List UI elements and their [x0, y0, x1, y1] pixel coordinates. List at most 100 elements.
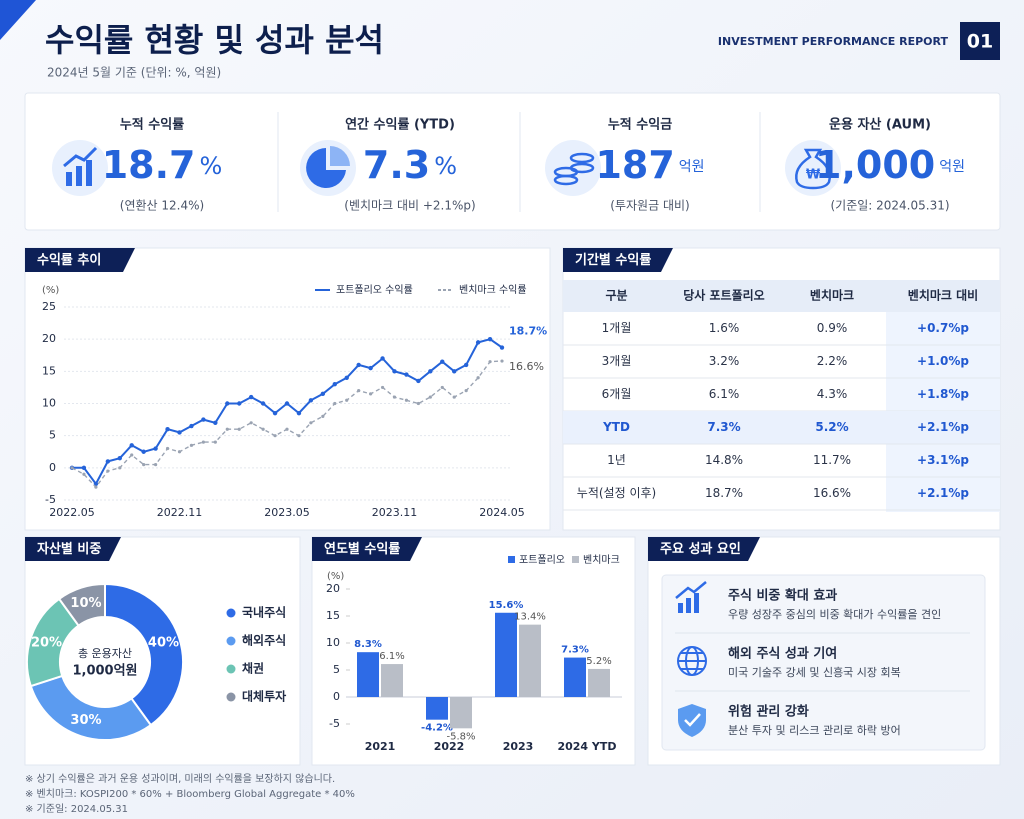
- line-point: [94, 485, 98, 489]
- legend-swatch: [226, 608, 236, 618]
- kpi-value-text: 187 억원: [595, 143, 704, 187]
- table-cell: 6개월: [602, 387, 632, 401]
- line-point: [261, 427, 265, 431]
- line-point: [404, 372, 409, 377]
- line-point: [297, 434, 301, 438]
- footnote: ※ 기준일: 2024.05.31: [25, 803, 128, 815]
- kpi-unit: 억원: [679, 159, 705, 175]
- legend-label: 벤치마크 수익률: [459, 284, 527, 296]
- legend-label: 국내주식: [242, 605, 286, 620]
- section-title: 주요 성과 요인: [660, 541, 741, 557]
- table-cell: 4.3%: [817, 387, 848, 401]
- bar-value-label: 8.3%: [354, 639, 382, 650]
- table-cell: 1년: [607, 453, 626, 467]
- line-point: [452, 369, 457, 374]
- icon-globe: [677, 646, 707, 676]
- bar: [357, 652, 379, 697]
- bar-value-label: 7.3%: [561, 645, 589, 656]
- kpi-value-text: 7.3%: [363, 143, 457, 187]
- line-point: [369, 392, 373, 396]
- y-tick-label: 15: [42, 364, 56, 377]
- table-header: 구분: [605, 289, 627, 303]
- x-tick-label: 2024 YTD: [557, 740, 616, 753]
- center-value: 1,000억원: [72, 664, 137, 679]
- kpi-label: 누적 수익금: [608, 117, 672, 133]
- section-tab: [312, 537, 422, 561]
- bar-value-label: 5.2%: [586, 656, 611, 667]
- line-point: [201, 417, 206, 422]
- line-point: [428, 395, 432, 399]
- table-cell: 3개월: [602, 354, 632, 368]
- bar: [519, 624, 541, 697]
- table-cell: 6.1%: [709, 387, 740, 401]
- line-point: [296, 410, 302, 416]
- factors-box: [661, 574, 986, 751]
- line-point: [440, 359, 445, 364]
- line-point: [130, 453, 134, 457]
- x-tick-label: 2023.05: [264, 506, 310, 519]
- report-label: INVESTMENT PERFORMANCE REPORT: [718, 35, 949, 48]
- factor-desc: 우량 성장주 중심의 비중 확대가 수익률을 견인: [728, 608, 941, 621]
- line-point: [105, 459, 111, 464]
- line-point: [332, 382, 337, 387]
- icon-chart-up: [675, 581, 707, 613]
- line-point: [201, 440, 205, 444]
- line-point: [416, 401, 420, 406]
- line-point: [225, 401, 230, 406]
- page-number: 01: [967, 31, 993, 53]
- line-point: [368, 365, 373, 371]
- legend-label: 벤치마크: [583, 554, 620, 566]
- table-cell: +1.8%p: [917, 387, 969, 401]
- slice-label: 40%: [148, 635, 179, 650]
- line-point: [404, 398, 409, 402]
- bar: [495, 612, 517, 697]
- line-point: [500, 359, 504, 363]
- x-tick-label: 2023: [503, 740, 534, 753]
- kpi-value: 1,000: [815, 143, 935, 187]
- icon-pie: [300, 140, 356, 196]
- y-unit: (%): [327, 571, 344, 582]
- line-point: [70, 466, 74, 470]
- line-point: [118, 466, 122, 470]
- icon-coins: [545, 140, 601, 196]
- footnote: ※ 벤치마크: KOSPI200 * 60% + Bloomberg Globa…: [25, 788, 355, 800]
- section-tab: [648, 537, 760, 561]
- line-point: [357, 389, 361, 393]
- kpi-note: (기준일: 2024.05.31): [830, 199, 949, 213]
- table-cell: +2.1%p: [917, 420, 969, 434]
- bar-value-label: 15.6%: [489, 600, 524, 611]
- y-tick-label: 5: [333, 663, 340, 676]
- line-point: [249, 421, 253, 425]
- section-tab: [25, 537, 121, 561]
- kpi-unit: %: [199, 152, 222, 180]
- section-tab: [25, 248, 135, 272]
- line-point: [153, 446, 158, 451]
- bar: [588, 668, 610, 697]
- factor-title: 위험 관리 강화: [728, 704, 809, 720]
- table-cell: 2.2%: [817, 354, 848, 368]
- legend-label: 포트폴리오 수익률: [336, 284, 413, 296]
- x-tick-label: 2022: [434, 740, 465, 753]
- svg-text:₩: ₩: [806, 168, 821, 183]
- line-point: [82, 472, 86, 476]
- y-unit: (%): [42, 285, 59, 296]
- line-point: [309, 421, 313, 425]
- kpi-value: 18.7: [102, 143, 196, 187]
- bar-value-label: -5.8%: [446, 731, 475, 742]
- x-tick-label: 2024.05: [479, 506, 525, 519]
- trend-panel: [24, 247, 551, 531]
- bar: [381, 664, 403, 697]
- kpi-value-text: 1,000 억원: [815, 143, 965, 187]
- legend-swatch: [572, 556, 579, 563]
- line-point: [416, 378, 421, 384]
- line-point: [81, 465, 87, 471]
- y-tick-label: -5: [45, 493, 56, 506]
- line-point: [392, 395, 397, 399]
- line-point: [248, 394, 254, 400]
- table-cell: +0.7%p: [917, 321, 969, 335]
- line-point: [225, 427, 229, 431]
- kpi-label: 누적 수익률: [120, 117, 184, 133]
- page-title: 수익률 현황 및 성과 분석: [45, 21, 384, 59]
- factor-desc: 분산 투자 및 리스크 관리로 하락 방어: [728, 723, 901, 737]
